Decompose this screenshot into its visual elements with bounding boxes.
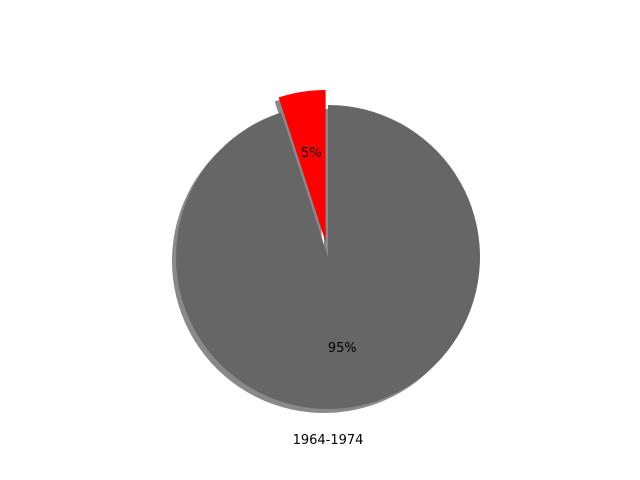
pct-labels: 5% 95% xyxy=(301,146,357,356)
pie-slice-1 xyxy=(175,105,480,409)
pct-label-1: 95% xyxy=(328,341,357,356)
pct-label-0: 5% xyxy=(301,146,322,161)
pie-slice-0 xyxy=(278,89,326,242)
pie-slices xyxy=(175,89,480,409)
x-axis-label: 1964-1974 xyxy=(293,433,364,448)
